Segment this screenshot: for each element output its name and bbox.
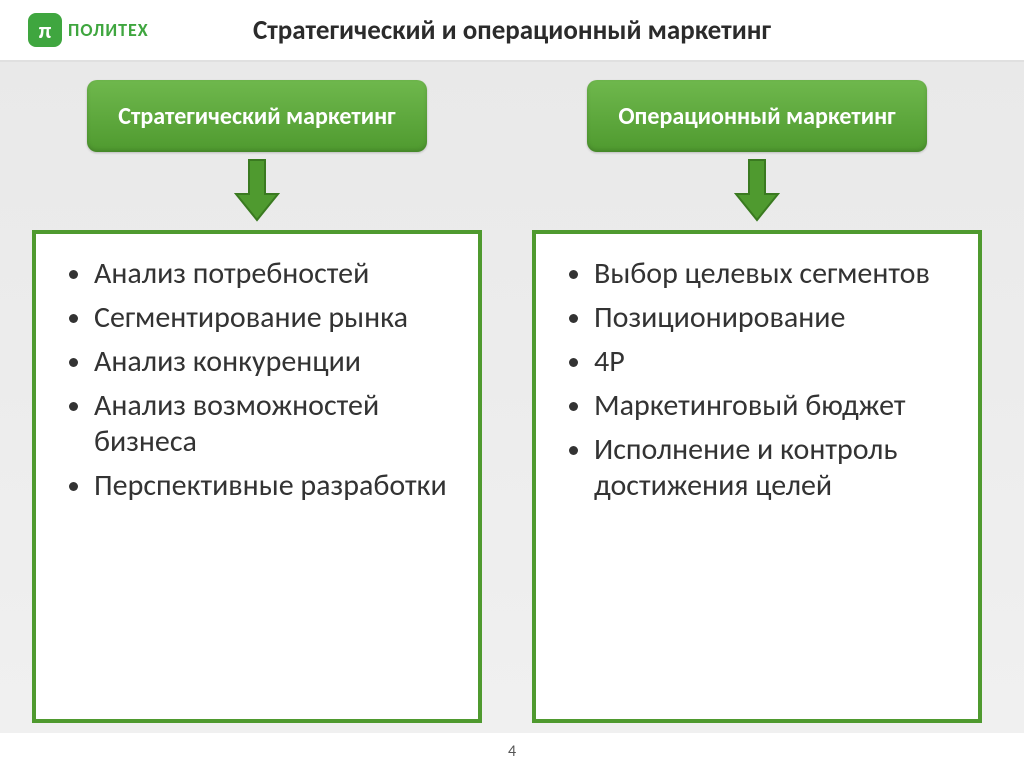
arrow-down-icon [732, 158, 782, 224]
top-bar: π ПОЛИТЕХ Стратегический и операционный … [0, 0, 1024, 62]
list-item: Анализ конкуренции [94, 344, 464, 380]
column-strategic: Стратегический маркетинг Анализ потребно… [32, 80, 482, 723]
list-item: Анализ возможностей бизнеса [94, 388, 464, 460]
column-operational: Операционный маркетинг Выбор целевых сег… [532, 80, 982, 723]
list-operational: Выбор целевых сегментов Позиционирование 4… [558, 256, 964, 504]
content-box-strategic: Анализ потребностей Сегментирование рынка… [32, 230, 482, 723]
list-item: Позиционирование [594, 300, 964, 336]
list-item: Перспективные разработки [94, 468, 464, 504]
page-number: 4 [0, 742, 1024, 761]
arrow-down-icon [232, 158, 282, 224]
header-operational: Операционный маркетинг [587, 80, 927, 152]
header-strategic: Стратегический маркетинг [87, 80, 427, 152]
list-strategic: Анализ потребностей Сегментирование рынка… [58, 256, 464, 504]
list-item: Выбор целевых сегментов [594, 256, 964, 292]
list-item: Маркетинговый бюджет [594, 388, 964, 424]
list-item: 4P [594, 344, 964, 380]
page-title: Стратегический и операционный маркетинг [0, 14, 1024, 47]
content-box-operational: Выбор целевых сегментов Позиционирование 4… [532, 230, 982, 723]
list-item: Анализ потребностей [94, 256, 464, 292]
list-item: Сегментирование рынка [94, 300, 464, 336]
columns-container: Стратегический маркетинг Анализ потребно… [30, 80, 984, 723]
list-item: Исполнение и контроль достижения целей [594, 432, 964, 504]
